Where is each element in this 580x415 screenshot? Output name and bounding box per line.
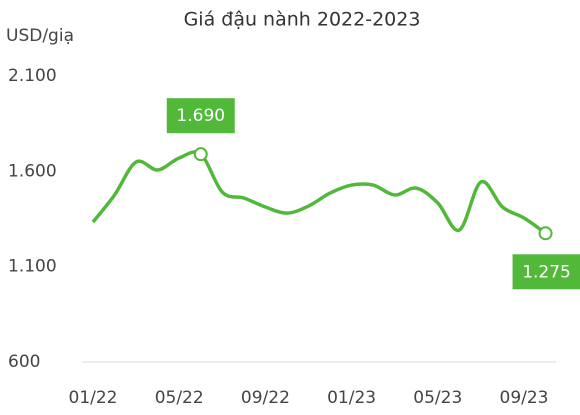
marker [193, 147, 208, 162]
y-tick-label: 2.100 [8, 66, 57, 86]
x-tick-label: 01/23 [327, 388, 376, 408]
x-tick-label: 09/23 [500, 388, 549, 408]
y-tick-label: 1.100 [8, 257, 57, 277]
value-label-box [512, 254, 580, 290]
x-tick-label: 05/22 [155, 388, 204, 408]
x-tick-label: 05/23 [413, 388, 462, 408]
y-axis-label: USD/giạ [6, 26, 74, 46]
x-tick-label: 01/22 [69, 388, 118, 408]
chart-title: Giá đậu nành 2022-2023 [184, 9, 421, 31]
value-label-box [166, 98, 235, 134]
value-label: 1.275 [522, 262, 571, 282]
marker [538, 226, 553, 241]
x-tick-label: 09/22 [241, 388, 290, 408]
line [91, 150, 547, 235]
y-tick-label: 1.600 [8, 161, 57, 181]
y-tick-label: 600 [8, 352, 40, 372]
value-label: 1.690 [176, 106, 225, 126]
